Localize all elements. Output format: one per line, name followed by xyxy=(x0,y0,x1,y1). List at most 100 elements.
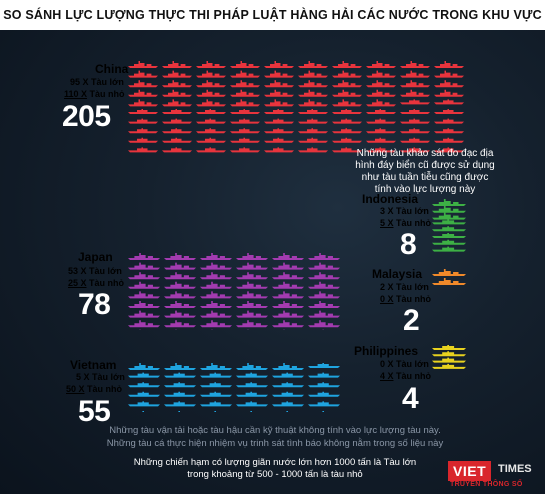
large-vessel-icon xyxy=(230,70,260,78)
small-vessel-icon xyxy=(128,372,160,378)
small-vessel-icon xyxy=(400,128,430,134)
indonesia-total: 8 xyxy=(400,228,417,261)
japan-large-count: 53 X Tàu lớn xyxy=(68,266,122,276)
small-vessel-icon xyxy=(264,137,294,143)
large-vessel-icon xyxy=(308,320,340,328)
small-vessel-icon xyxy=(400,137,430,143)
large-vessel-icon xyxy=(164,363,196,370)
small-vessel-icon xyxy=(308,391,340,397)
large-vessel-icon xyxy=(432,205,466,213)
large-vessel-icon xyxy=(128,61,158,68)
indonesia-small-count: 5 X Tàu nhỏ xyxy=(380,218,432,228)
large-vessel-icon xyxy=(196,89,226,97)
large-vessel-icon xyxy=(366,99,396,107)
large-vessel-icon xyxy=(196,80,226,88)
footnote-small-vessel-definition: trong khoảng từ 500 - 1000 tấn là tàu nh… xyxy=(187,469,363,480)
large-vessel-icon xyxy=(164,281,196,289)
large-vessel-icon xyxy=(128,281,160,289)
small-vessel-icon xyxy=(298,137,328,143)
small-vessel-icon xyxy=(298,118,328,124)
small-vessel-icon xyxy=(264,118,294,124)
large-vessel-icon xyxy=(366,70,396,78)
small-vessel-icon xyxy=(272,401,304,407)
country-name-indonesia: Indonesia xyxy=(362,192,419,206)
small-vessel-icon xyxy=(366,118,396,124)
large-vessel-icon xyxy=(308,262,340,270)
large-vessel-icon xyxy=(272,281,304,289)
large-vessel-icon xyxy=(308,301,340,308)
large-vessel-icon xyxy=(332,89,362,97)
country-name-malaysia: Malaysia xyxy=(372,267,423,281)
small-vessel-icon xyxy=(308,372,340,378)
large-vessel-icon xyxy=(236,253,268,260)
small-vessel-icon xyxy=(366,109,396,114)
small-vessel-icon xyxy=(128,137,158,143)
china-large-count: 95 X Tàu lớn xyxy=(70,77,124,87)
small-vessel-icon xyxy=(264,109,294,114)
footnote-large-vessel-definition: Những chiến hạm có lượng giãn nước lớn h… xyxy=(133,457,417,468)
fleet-japan xyxy=(128,253,340,330)
large-vessel-icon xyxy=(400,61,430,68)
large-vessel-icon xyxy=(196,99,226,107)
small-vessel-icon xyxy=(164,372,196,378)
small-vessel-icon xyxy=(400,109,430,114)
small-vessel-icon xyxy=(298,128,328,134)
small-vessel-icon xyxy=(196,147,226,153)
large-vessel-icon xyxy=(366,80,396,88)
small-vessel-icon xyxy=(272,391,304,397)
small-vessel-icon xyxy=(128,128,158,134)
large-vessel-icon xyxy=(272,310,304,318)
malaysia-small-count: 0 X Tàu nhỏ xyxy=(380,294,432,304)
small-vessel-icon xyxy=(308,363,340,368)
small-vessel-icon xyxy=(230,109,260,114)
large-vessel-icon xyxy=(264,89,294,97)
small-vessel-icon xyxy=(400,118,430,124)
large-vessel-icon xyxy=(366,89,396,97)
small-vessel-icon xyxy=(432,226,466,232)
small-vessel-icon xyxy=(173,411,185,412)
large-vessel-icon xyxy=(200,310,232,318)
small-vessel-icon xyxy=(209,411,221,412)
indonesia-large-count: 3 X Tàu lớn xyxy=(380,206,429,216)
large-vessel-icon xyxy=(236,310,268,318)
small-vessel-icon xyxy=(434,147,464,153)
small-vessel-icon xyxy=(128,382,160,388)
logo-viet-text: VIET xyxy=(448,461,492,481)
small-vessel-icon xyxy=(128,147,158,153)
fleet-indonesia xyxy=(432,199,466,252)
large-vessel-icon xyxy=(400,89,430,97)
large-vessel-icon xyxy=(200,363,232,370)
small-vessel-icon xyxy=(298,109,328,114)
large-vessel-icon xyxy=(162,99,192,107)
small-vessel-icon xyxy=(432,233,466,238)
small-vessel-icon xyxy=(162,147,192,153)
vietnam-small-count: 50 X Tàu nhỏ xyxy=(66,384,123,394)
small-vessel-icon xyxy=(230,147,260,153)
small-vessel-icon xyxy=(196,109,226,114)
large-vessel-icon xyxy=(128,363,160,370)
small-vessel-icon xyxy=(164,391,196,397)
large-vessel-icon xyxy=(164,262,196,270)
large-vessel-icon xyxy=(272,253,304,260)
large-vessel-icon xyxy=(332,80,362,88)
small-vessel-icon xyxy=(128,109,158,114)
small-vessel-icon xyxy=(196,137,226,143)
small-vessel-icon xyxy=(230,118,260,124)
small-vessel-icon xyxy=(432,239,466,245)
large-vessel-icon xyxy=(162,80,192,88)
small-vessel-icon xyxy=(137,411,149,412)
large-vessel-icon xyxy=(332,70,362,78)
large-vessel-icon xyxy=(200,262,232,270)
large-vessel-icon xyxy=(298,80,328,88)
large-vessel-icon xyxy=(128,89,158,97)
large-vessel-icon xyxy=(128,310,160,318)
philippines-total: 4 xyxy=(402,382,419,415)
small-vessel-icon xyxy=(230,137,260,143)
small-vessel-icon xyxy=(332,128,362,134)
large-vessel-icon xyxy=(128,253,160,260)
small-vessel-icon xyxy=(264,128,294,134)
small-vessel-icon xyxy=(434,109,464,114)
large-vessel-icon xyxy=(366,61,396,68)
large-vessel-icon xyxy=(162,61,192,68)
large-vessel-icon xyxy=(200,253,232,260)
